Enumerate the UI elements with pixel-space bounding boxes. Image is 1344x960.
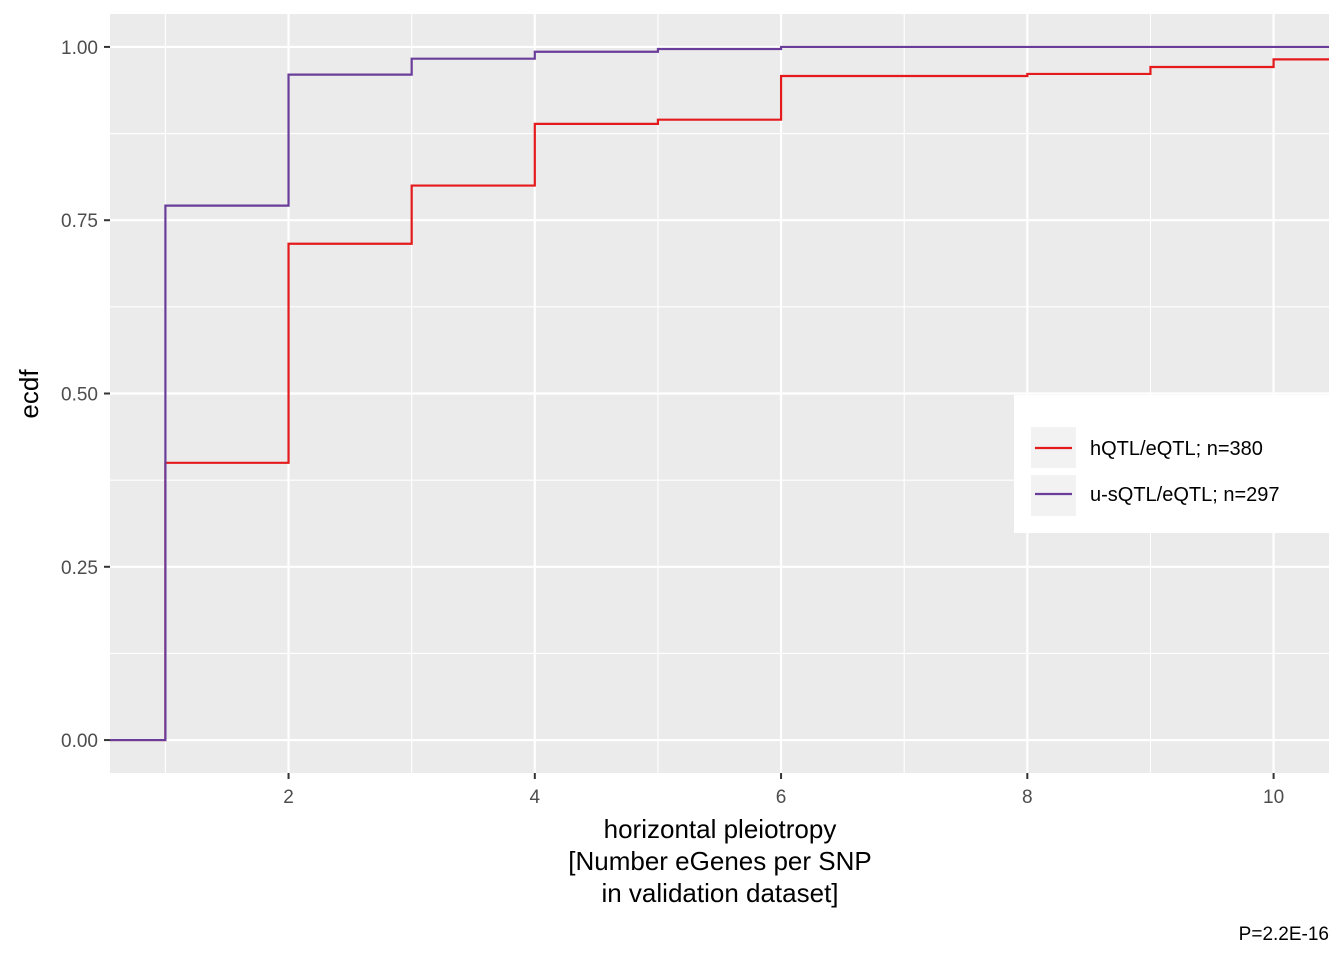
x-tick-label: 6 [776, 787, 787, 808]
p-value-caption: P=2.2E-16 [1239, 924, 1329, 945]
y-tick-label: 0.00 [61, 731, 98, 752]
series-line-2 [110, 45, 1329, 742]
legend-label-2: u-sQTL/eQTL; n=297 [1090, 484, 1280, 506]
legend-label-1: hQTL/eQTL; n=380 [1090, 438, 1263, 460]
x-axis-title-line-3: in validation dataset] [601, 878, 838, 908]
x-axis-title-line-1: horizontal pleiotropy [604, 814, 837, 844]
x-axis-title-line-2: [Number eGenes per SNP [568, 846, 871, 876]
y-axis-title: ecdf [14, 369, 44, 419]
y-tick-label: 0.25 [61, 558, 98, 579]
x-tick-label: 8 [1022, 787, 1033, 808]
x-tick-label: 4 [530, 787, 541, 808]
axes: 2 4 6 8 10 0.00 0.25 0.50 0.75 1.00 [61, 38, 1284, 808]
legend: hQTL/eQTL; n=380 u-sQTL/eQTL; n=297 [1014, 395, 1344, 533]
y-tick-label: 0.50 [61, 385, 98, 406]
y-tick-label: 0.75 [61, 211, 98, 232]
series-lines [110, 45, 1329, 742]
legend-key-2 [1031, 475, 1076, 516]
series-line-1 [110, 58, 1329, 742]
x-tick-label: 10 [1263, 787, 1284, 808]
x-tick-label: 2 [283, 787, 294, 808]
y-tick-label: 1.00 [61, 38, 98, 59]
